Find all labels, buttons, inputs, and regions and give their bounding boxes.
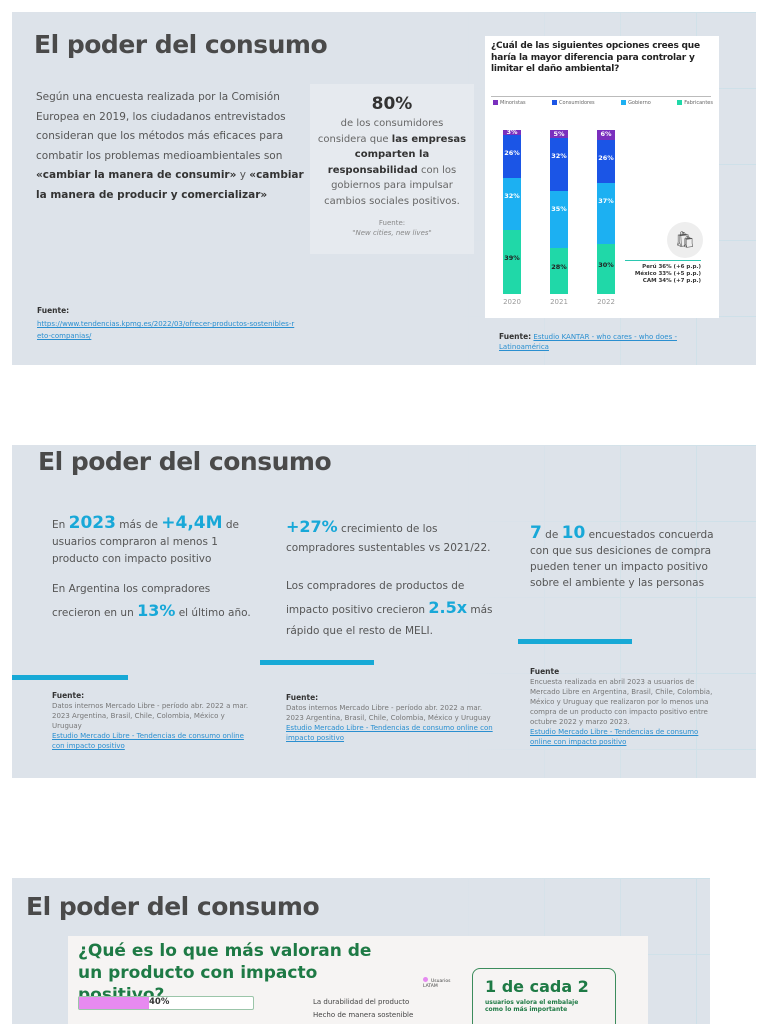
col-3: 7 de 10 encuestados concuerda con que su… bbox=[530, 523, 714, 590]
stat-source-label: Fuente: bbox=[378, 219, 406, 227]
bar-segment-minoristas: 3% bbox=[503, 130, 521, 135]
source: Fuente: https://www.tendencias.kpmg.es/2… bbox=[37, 306, 297, 342]
bar-segment-gobierno: 37% bbox=[597, 183, 615, 245]
col-1: En 2023 más de +4,4M de usuarios comprar… bbox=[52, 513, 251, 621]
legend-latam: Usuarios LATAM bbox=[423, 977, 451, 989]
x-tick-label: 2021 bbox=[550, 298, 568, 306]
slide-3: El poder del consumo ¿Qué es lo que más … bbox=[12, 878, 710, 1024]
bar-segment-fabricantes: 28% bbox=[550, 248, 568, 294]
chart-source: Fuente: Estudio KANTAR - who cares - who… bbox=[499, 332, 677, 351]
bar-segment-minoristas: 5% bbox=[550, 130, 568, 139]
para-bold: «cambiar la manera de consumir» bbox=[36, 169, 237, 181]
x-tick-label: 2020 bbox=[503, 298, 521, 306]
divider bbox=[260, 660, 374, 665]
annotation: México 33% (+5 p.p.) bbox=[634, 271, 701, 277]
col-1-source: Fuente: Datos internos Mercado Libre - pe… bbox=[52, 691, 249, 750]
bar-segment-consumidores: 26% bbox=[597, 139, 615, 183]
bar-label: La durabilidad del producto bbox=[313, 998, 410, 1006]
chart-legend: Minoristas Consumidores Gobierno Fabricante… bbox=[493, 100, 713, 106]
annotation-line bbox=[625, 260, 701, 261]
legend-item: Consumidores bbox=[552, 100, 595, 106]
chart-source-link[interactable]: Estudio KANTAR - who cares - who does - … bbox=[499, 333, 677, 351]
stat-text: de los consumidores considera que las em… bbox=[317, 118, 467, 207]
slide-title: El poder del consumo bbox=[38, 447, 332, 476]
bar-segment-minoristas: 6% bbox=[597, 130, 615, 140]
bar-segment-fabricantes: 39% bbox=[503, 230, 521, 294]
chart-annotations: Perú 36% (+6 p.p.) México 33% (+5 p.p.) CA… bbox=[635, 264, 701, 285]
stat-card: 80% de los consumidores considera que la… bbox=[310, 84, 474, 254]
stat-value: 80% bbox=[371, 94, 413, 114]
slide-title: El poder del consumo bbox=[34, 30, 328, 59]
para-text: Según una encuesta realizada por la Comi… bbox=[36, 91, 286, 162]
bar-segment-consumidores: 26% bbox=[503, 134, 521, 178]
source-link[interactable]: https://www.tendencias.kpmg.es/2022/03/o… bbox=[37, 320, 295, 340]
stat-value: 1 de cada 2 bbox=[485, 977, 589, 996]
stat-text: usuarios valora el embalaje como lo más … bbox=[485, 999, 579, 1013]
intro-paragraph: Según una encuesta realizada por la Comi… bbox=[36, 88, 308, 205]
col-3-source: Fuente Encuesta realizada en abril 2023 a… bbox=[530, 667, 713, 746]
chart-title: ¿Cuál de las siguientes opciones crees q… bbox=[491, 41, 700, 74]
survey-card: ¿Qué es lo que más valoran de un product… bbox=[68, 936, 648, 1024]
bar-durability: 40% bbox=[78, 996, 254, 1010]
bar-2020: 3% 26% 32% 39% bbox=[503, 130, 521, 294]
stat-source: "New cities, new lives" bbox=[352, 229, 432, 237]
divider bbox=[12, 675, 128, 680]
bar-segment-consumidores: 32% bbox=[550, 138, 568, 191]
annotation: CAM 34% (+7 p.p.) bbox=[642, 278, 701, 284]
bar-segment-gobierno: 32% bbox=[503, 177, 521, 231]
source-link[interactable]: Estudio Mercado Libre - Tendencias de co… bbox=[52, 732, 244, 750]
bar-2022: 6% 26% 37% 30% bbox=[597, 130, 615, 294]
bar-2021: 5% 32% 35% 28% bbox=[550, 130, 568, 294]
divider bbox=[518, 639, 632, 644]
slide-1: El poder del consumo Según una encuesta … bbox=[12, 12, 756, 365]
legend-item: Minoristas bbox=[493, 100, 526, 106]
para-text: y bbox=[236, 169, 250, 181]
slide-title: El poder del consumo bbox=[26, 892, 320, 921]
x-tick-label: 2022 bbox=[597, 298, 615, 306]
legend-item: Gobierno bbox=[621, 100, 651, 106]
slide-2: El poder del consumo En 2023 más de +4,4… bbox=[12, 445, 756, 778]
legend-item: Fabricantes bbox=[677, 100, 713, 106]
chart-card: ¿Cuál de las siguientes opciones crees q… bbox=[485, 36, 719, 318]
chart-bars: 3% 26% 32% 39% 2020 5% 32% 35% 28% 2021 6% 26% 37% 30… bbox=[485, 36, 719, 318]
bar-segment-fabricantes: 30% bbox=[597, 244, 615, 294]
shopper-icon: 🛍 bbox=[667, 222, 703, 258]
source-label: Fuente: bbox=[37, 306, 70, 315]
col-2: +27% crecimiento de los compradores sust… bbox=[286, 517, 493, 637]
col-2-source: Fuente: Datos internos Mercado Libre - pe… bbox=[286, 693, 493, 742]
annotation: Perú 36% (+6 p.p.) bbox=[642, 264, 701, 270]
source-link[interactable]: Estudio Mercado Libre - Tendencias de co… bbox=[530, 728, 699, 746]
source-link[interactable]: Estudio Mercado Libre - Tendencias de co… bbox=[286, 724, 493, 742]
bar-label: Hecho de manera sostenible bbox=[313, 1011, 414, 1019]
stat-box: 1 de cada 2 usuarios valora el embalaje … bbox=[472, 968, 616, 1024]
bar-segment-gobierno: 35% bbox=[550, 190, 568, 249]
para-bold: «cambiar la manera de producir y comerci… bbox=[36, 169, 304, 201]
